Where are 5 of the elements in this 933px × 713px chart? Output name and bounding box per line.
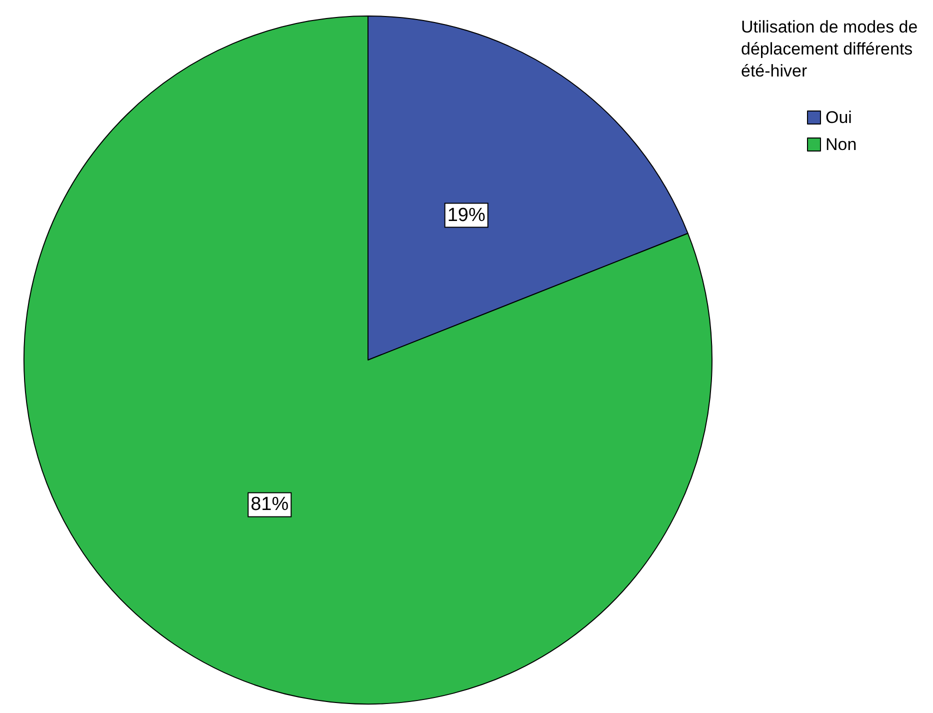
legend-label: Oui [826,108,852,127]
data-label: 81% [250,494,289,516]
legend-title: Utilisation de modes de déplacement différents été-hiver [741,18,922,80]
data-label: 19% [447,204,486,226]
legend-label: Non [826,135,857,154]
